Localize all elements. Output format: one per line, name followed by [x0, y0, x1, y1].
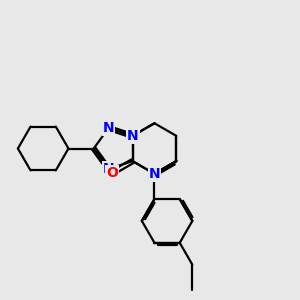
Text: N: N — [148, 167, 160, 181]
Text: O: O — [106, 166, 118, 180]
Text: N: N — [103, 121, 114, 135]
Text: N: N — [148, 167, 160, 181]
Text: N: N — [103, 162, 114, 176]
Text: N: N — [127, 129, 138, 143]
